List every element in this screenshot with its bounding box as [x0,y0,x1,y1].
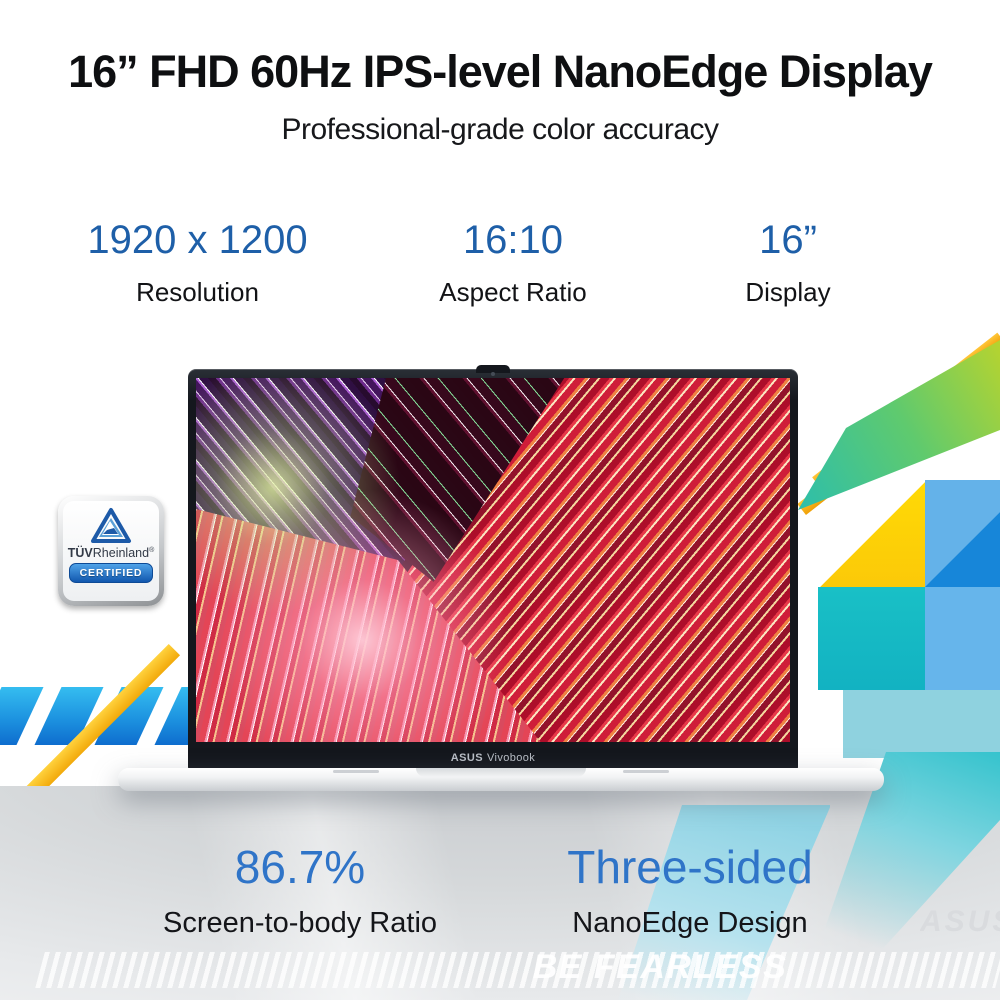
cyan-block-shape [843,690,1000,758]
bezel-brand-bold: ASUS [450,752,483,764]
tuv-badge-inner: TÜVRheinland® CERTIFIED [63,501,159,601]
spec-display-size-value: 16” [759,218,817,262]
tuv-brand-regular: Rheinland [92,546,150,560]
webcam-notch [476,365,510,373]
laptop-base [118,768,884,791]
light-blue-square-bottom-shape [925,587,1000,690]
stat-nanoedge-value: Three-sided [567,841,813,893]
wallpaper-green-glow [196,378,790,742]
stat-screen-to-body-value: 86.7% [234,841,366,893]
stat-nanoedge: Three-sided NanoEdge Design [500,840,880,940]
stat-nanoedge-label: NanoEdge Design [572,907,808,939]
spec-aspect-ratio: 16:10 Aspect Ratio [388,218,638,308]
spec-resolution-value: 1920 x 1200 [87,218,308,262]
laptop-display: ASUS Vivobook [188,365,798,769]
bezel-brand-regular: Vivobook [486,752,536,764]
screen-wallpaper [196,378,790,742]
tuv-triangle-icon [91,508,131,543]
laptop-hinge [623,770,669,773]
bezel-brand: ASUS Vivobook [188,752,798,764]
webcam-icon [491,372,495,376]
spec-resolution-label: Resolution [136,277,259,307]
registered-mark: ® [149,546,155,554]
spec-resolution: 1920 x 1200 Resolution [40,218,355,308]
laptop-lid-notch [416,768,586,777]
spec-display-size: 16” Display [698,218,878,308]
stat-screen-to-body-label: Screen-to-body Ratio [162,907,438,939]
tuv-certified-band: CERTIFIED [68,563,154,583]
page-title: 16” FHD 60Hz IPS-level NanoEdge Display [68,46,933,97]
spec-aspect-ratio-label: Aspect Ratio [439,277,587,307]
spec-aspect-ratio-value: 16:10 [462,218,564,262]
asus-watermark: ASUS [920,905,1000,938]
spec-display-size-label: Display [745,277,831,307]
stat-screen-to-body: 86.7% Screen-to-body Ratio [120,840,480,940]
laptop-hinge [333,770,379,773]
tuv-brand-text: TÜVRheinland® [68,546,154,560]
teal-square-shape [818,587,925,690]
blue-stripe-shape [0,687,44,745]
page-subtitle: Professional-grade color accuracy [281,113,719,146]
slogan-watermark: BE FEARLESS [532,948,788,986]
tuv-certified-badge: TÜVRheinland® CERTIFIED [58,496,164,606]
tuv-brand-bold: TÜV [67,546,93,560]
yellow-triangle-shape [820,482,925,587]
